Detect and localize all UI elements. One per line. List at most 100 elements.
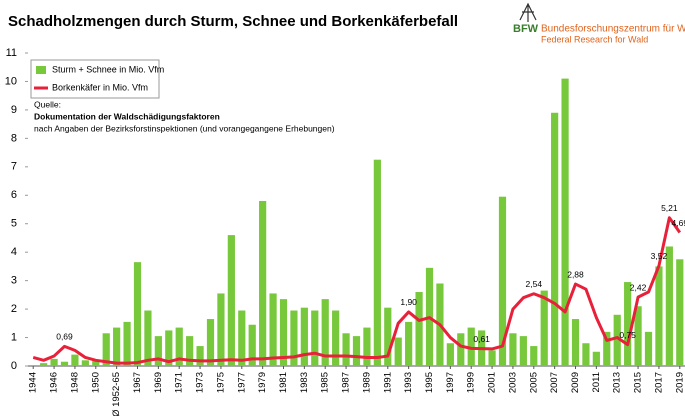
bar xyxy=(363,327,371,366)
bar xyxy=(676,259,684,366)
value-label: 2,54 xyxy=(526,279,543,289)
bar xyxy=(332,310,340,366)
bar xyxy=(113,327,121,366)
legend-box xyxy=(30,59,160,99)
y-tick-label: 6 xyxy=(11,189,17,201)
x-tick-label: 2007 xyxy=(549,372,560,393)
bar xyxy=(624,282,632,366)
x-tick-label: 1975 xyxy=(215,372,226,393)
x-tick-label: 1981 xyxy=(278,372,289,393)
value-label: 0,69 xyxy=(56,332,73,342)
bar xyxy=(665,246,673,366)
x-tick-label: 2001 xyxy=(487,372,498,393)
bar xyxy=(133,262,142,366)
x-tick-label: 1973 xyxy=(195,372,206,393)
bar xyxy=(217,293,225,366)
x-tick-label: 1944 xyxy=(28,372,39,393)
value-label: 2,42 xyxy=(630,282,647,292)
bar xyxy=(342,333,350,366)
bar xyxy=(248,324,256,366)
logo-icon xyxy=(519,2,537,22)
bar xyxy=(196,346,204,366)
y-tick-label: 1 xyxy=(11,331,17,343)
logo-name-en: Federal Research for Wald xyxy=(541,34,648,44)
bar xyxy=(71,354,79,366)
x-tick-label: 1946 xyxy=(49,372,60,393)
bar xyxy=(613,314,621,366)
y-tick-label: 0 xyxy=(11,360,17,372)
bar xyxy=(102,333,110,366)
value-label: 3,52 xyxy=(651,251,668,261)
y-tick-label: 8 xyxy=(11,132,17,144)
bar xyxy=(269,293,277,366)
bar xyxy=(238,310,246,366)
y-tick-label: 10 xyxy=(5,75,17,87)
x-tick-label: 1977 xyxy=(236,372,247,393)
value-label: 0,61 xyxy=(473,334,490,344)
logo: BFW Bundesforschungszentrum für Wald Fed… xyxy=(513,2,685,44)
bar xyxy=(457,333,465,366)
bar xyxy=(415,292,423,366)
bar xyxy=(644,331,653,366)
y-tick-label: 4 xyxy=(11,246,17,258)
legend-swatch xyxy=(36,66,46,74)
x-tick-label: 2017 xyxy=(653,372,664,393)
x-tick-label: 2013 xyxy=(612,372,623,393)
bar xyxy=(488,350,496,366)
y-tick-label: 9 xyxy=(11,104,17,116)
bar xyxy=(373,159,381,366)
logo-name: Bundesforschungszentrum für Wald xyxy=(541,24,685,35)
value-label: 0,75 xyxy=(619,330,636,340)
bar xyxy=(321,299,329,366)
value-label: 4,69 xyxy=(672,218,685,228)
bar xyxy=(634,306,642,366)
value-label: 2,88 xyxy=(567,269,584,279)
bar xyxy=(60,361,69,366)
bar xyxy=(144,310,152,366)
x-tick-label: 1950 xyxy=(90,372,101,393)
bar xyxy=(352,336,361,366)
x-tick-label: 1971 xyxy=(174,372,185,393)
bar xyxy=(279,299,288,366)
x-tick-label: 1991 xyxy=(382,372,393,393)
x-tick-label: 1987 xyxy=(341,372,352,393)
bar xyxy=(498,196,507,366)
bar xyxy=(50,358,58,366)
bar xyxy=(551,112,559,366)
x-tick-label: 1995 xyxy=(424,372,435,393)
source-title: Dokumentation der Waldschädigungsfaktore… xyxy=(34,111,220,121)
bar xyxy=(592,351,600,366)
bar xyxy=(123,321,131,366)
bar xyxy=(206,319,215,366)
x-tick-label: 1999 xyxy=(466,372,477,393)
x-tick-label: 2005 xyxy=(528,372,539,393)
bar xyxy=(509,333,517,366)
bar xyxy=(582,343,590,366)
x-tick-label: 1989 xyxy=(361,372,372,393)
bar xyxy=(540,290,548,366)
bar xyxy=(405,321,413,366)
x-tick-label: 2009 xyxy=(570,372,581,393)
x-tick-label: 2019 xyxy=(674,372,685,393)
legend-label: Sturm + Schnee in Mio. Vfm xyxy=(52,64,164,74)
line xyxy=(32,216,682,365)
bar xyxy=(40,363,48,366)
bar xyxy=(655,266,663,366)
x-tick-label: 1983 xyxy=(299,372,310,393)
y-tick-label: 2 xyxy=(11,303,17,315)
x-tick-label: 1948 xyxy=(69,372,80,393)
bar xyxy=(384,307,392,366)
bar xyxy=(165,330,173,366)
logo-mark: BFW xyxy=(513,23,539,35)
y-tick-label: 7 xyxy=(11,161,17,173)
x-tick-label: Ø 1952-65 xyxy=(111,372,122,416)
x-tick-label: 1993 xyxy=(403,372,414,393)
y-tick-label: 5 xyxy=(11,218,17,230)
y-tick-label: 11 xyxy=(6,47,17,59)
bar xyxy=(530,346,538,366)
x-tick-label: 1997 xyxy=(445,372,456,393)
bar xyxy=(519,336,527,366)
bar xyxy=(259,200,267,366)
value-label: 1,90 xyxy=(400,297,417,307)
